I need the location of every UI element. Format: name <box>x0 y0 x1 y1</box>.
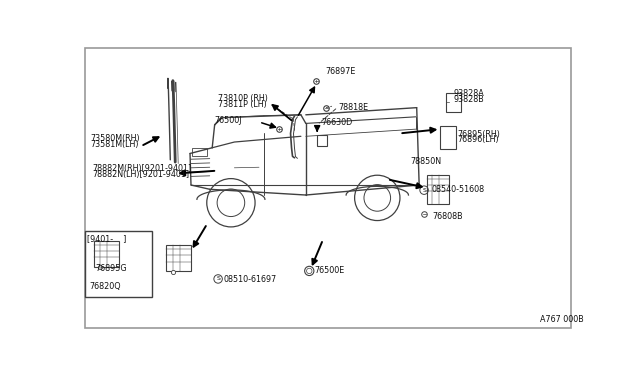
Text: 08510-61697: 08510-61697 <box>223 275 276 284</box>
Text: 73581M(LH): 73581M(LH) <box>90 140 139 148</box>
Bar <box>427 175 449 203</box>
Text: 08540-51608: 08540-51608 <box>431 185 484 194</box>
Bar <box>317 135 327 146</box>
Text: 78882N(LH)[9201-9401]: 78882N(LH)[9201-9401] <box>92 170 189 179</box>
Text: 73810P (RH): 73810P (RH) <box>218 94 268 103</box>
Bar <box>166 245 191 271</box>
Text: 76500J: 76500J <box>214 116 242 125</box>
Text: 78850N: 78850N <box>411 157 442 166</box>
Text: A767 000B: A767 000B <box>540 315 584 324</box>
Text: 93828A: 93828A <box>453 89 484 99</box>
Bar <box>440 126 456 149</box>
Text: 78818E: 78818E <box>339 103 369 112</box>
Text: 76895G: 76895G <box>95 264 127 273</box>
Text: 73811P (LH): 73811P (LH) <box>218 100 267 109</box>
Text: 76500E: 76500E <box>315 266 345 275</box>
Text: 73580M(RH): 73580M(RH) <box>90 134 140 143</box>
Bar <box>94 241 118 267</box>
Text: [9401-    ]: [9401- ] <box>86 234 126 243</box>
Text: S: S <box>422 187 426 193</box>
Bar <box>86 231 152 297</box>
Bar <box>446 93 461 112</box>
Text: 76820Q: 76820Q <box>90 282 121 291</box>
Text: 78882M(RH)[9201-9401]: 78882M(RH)[9201-9401] <box>92 164 192 173</box>
Text: 76897E: 76897E <box>326 67 356 76</box>
Text: 76630D: 76630D <box>321 118 353 127</box>
Text: 76895(RH): 76895(RH) <box>457 129 500 138</box>
Text: 93828B: 93828B <box>453 94 484 103</box>
Text: 76896(LH): 76896(LH) <box>457 135 499 144</box>
Bar <box>193 148 207 156</box>
Text: 76808B: 76808B <box>433 212 463 221</box>
Text: S: S <box>216 276 220 282</box>
